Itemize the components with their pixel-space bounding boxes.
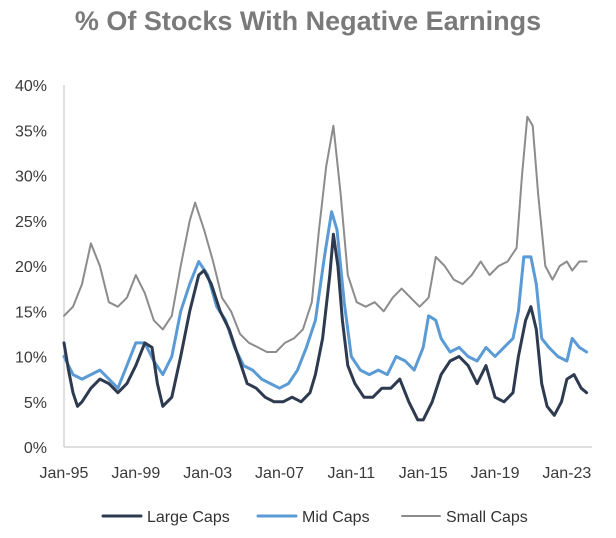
x-tick-label: Jan-23	[542, 465, 591, 482]
chart-axes	[63, 85, 592, 448]
x-tick-label: Jan-99	[111, 465, 160, 482]
y-tick-label: 40%	[15, 78, 47, 95]
legend-label-large-caps: Large Caps	[147, 509, 230, 526]
series-line-small-caps	[63, 115, 588, 353]
y-axis-tick-labels: 0% 5% 10% 15% 20% 25% 30% 35% 40%	[15, 78, 47, 457]
y-tick-label: 10%	[15, 350, 47, 367]
x-tick-label: Jan-03	[183, 465, 232, 482]
y-tick-label: 0%	[24, 440, 47, 457]
legend-label-small-caps: Small Caps	[446, 509, 528, 526]
legend-label-mid-caps: Mid Caps	[302, 509, 370, 526]
x-tick-label: Jan-15	[399, 465, 448, 482]
x-tick-label: Jan-07	[255, 465, 304, 482]
x-axis-tick-labels: Jan-95 Jan-99 Jan-03 Jan-07 Jan-11 Jan-15 Jan-…	[40, 465, 592, 482]
x-tick-label: Jan-19	[471, 465, 520, 482]
y-tick-label: 15%	[15, 304, 47, 321]
y-tick-label: 5%	[24, 395, 47, 412]
y-tick-label: 25%	[15, 214, 47, 231]
series-lines	[62, 115, 589, 422]
series-line-mid-caps	[62, 210, 589, 390]
y-tick-label: 20%	[15, 259, 47, 276]
x-tick-label: Jan-11	[327, 465, 375, 482]
legend: Large Caps Mid Caps Small Caps	[101, 509, 528, 526]
series-line-large-caps	[62, 232, 589, 422]
y-tick-label: 30%	[15, 169, 47, 186]
y-tick-label: 35%	[15, 123, 47, 140]
x-tick-label: Jan-95	[40, 465, 89, 482]
chart-title: % Of Stocks With Negative Earnings	[74, 6, 542, 36]
